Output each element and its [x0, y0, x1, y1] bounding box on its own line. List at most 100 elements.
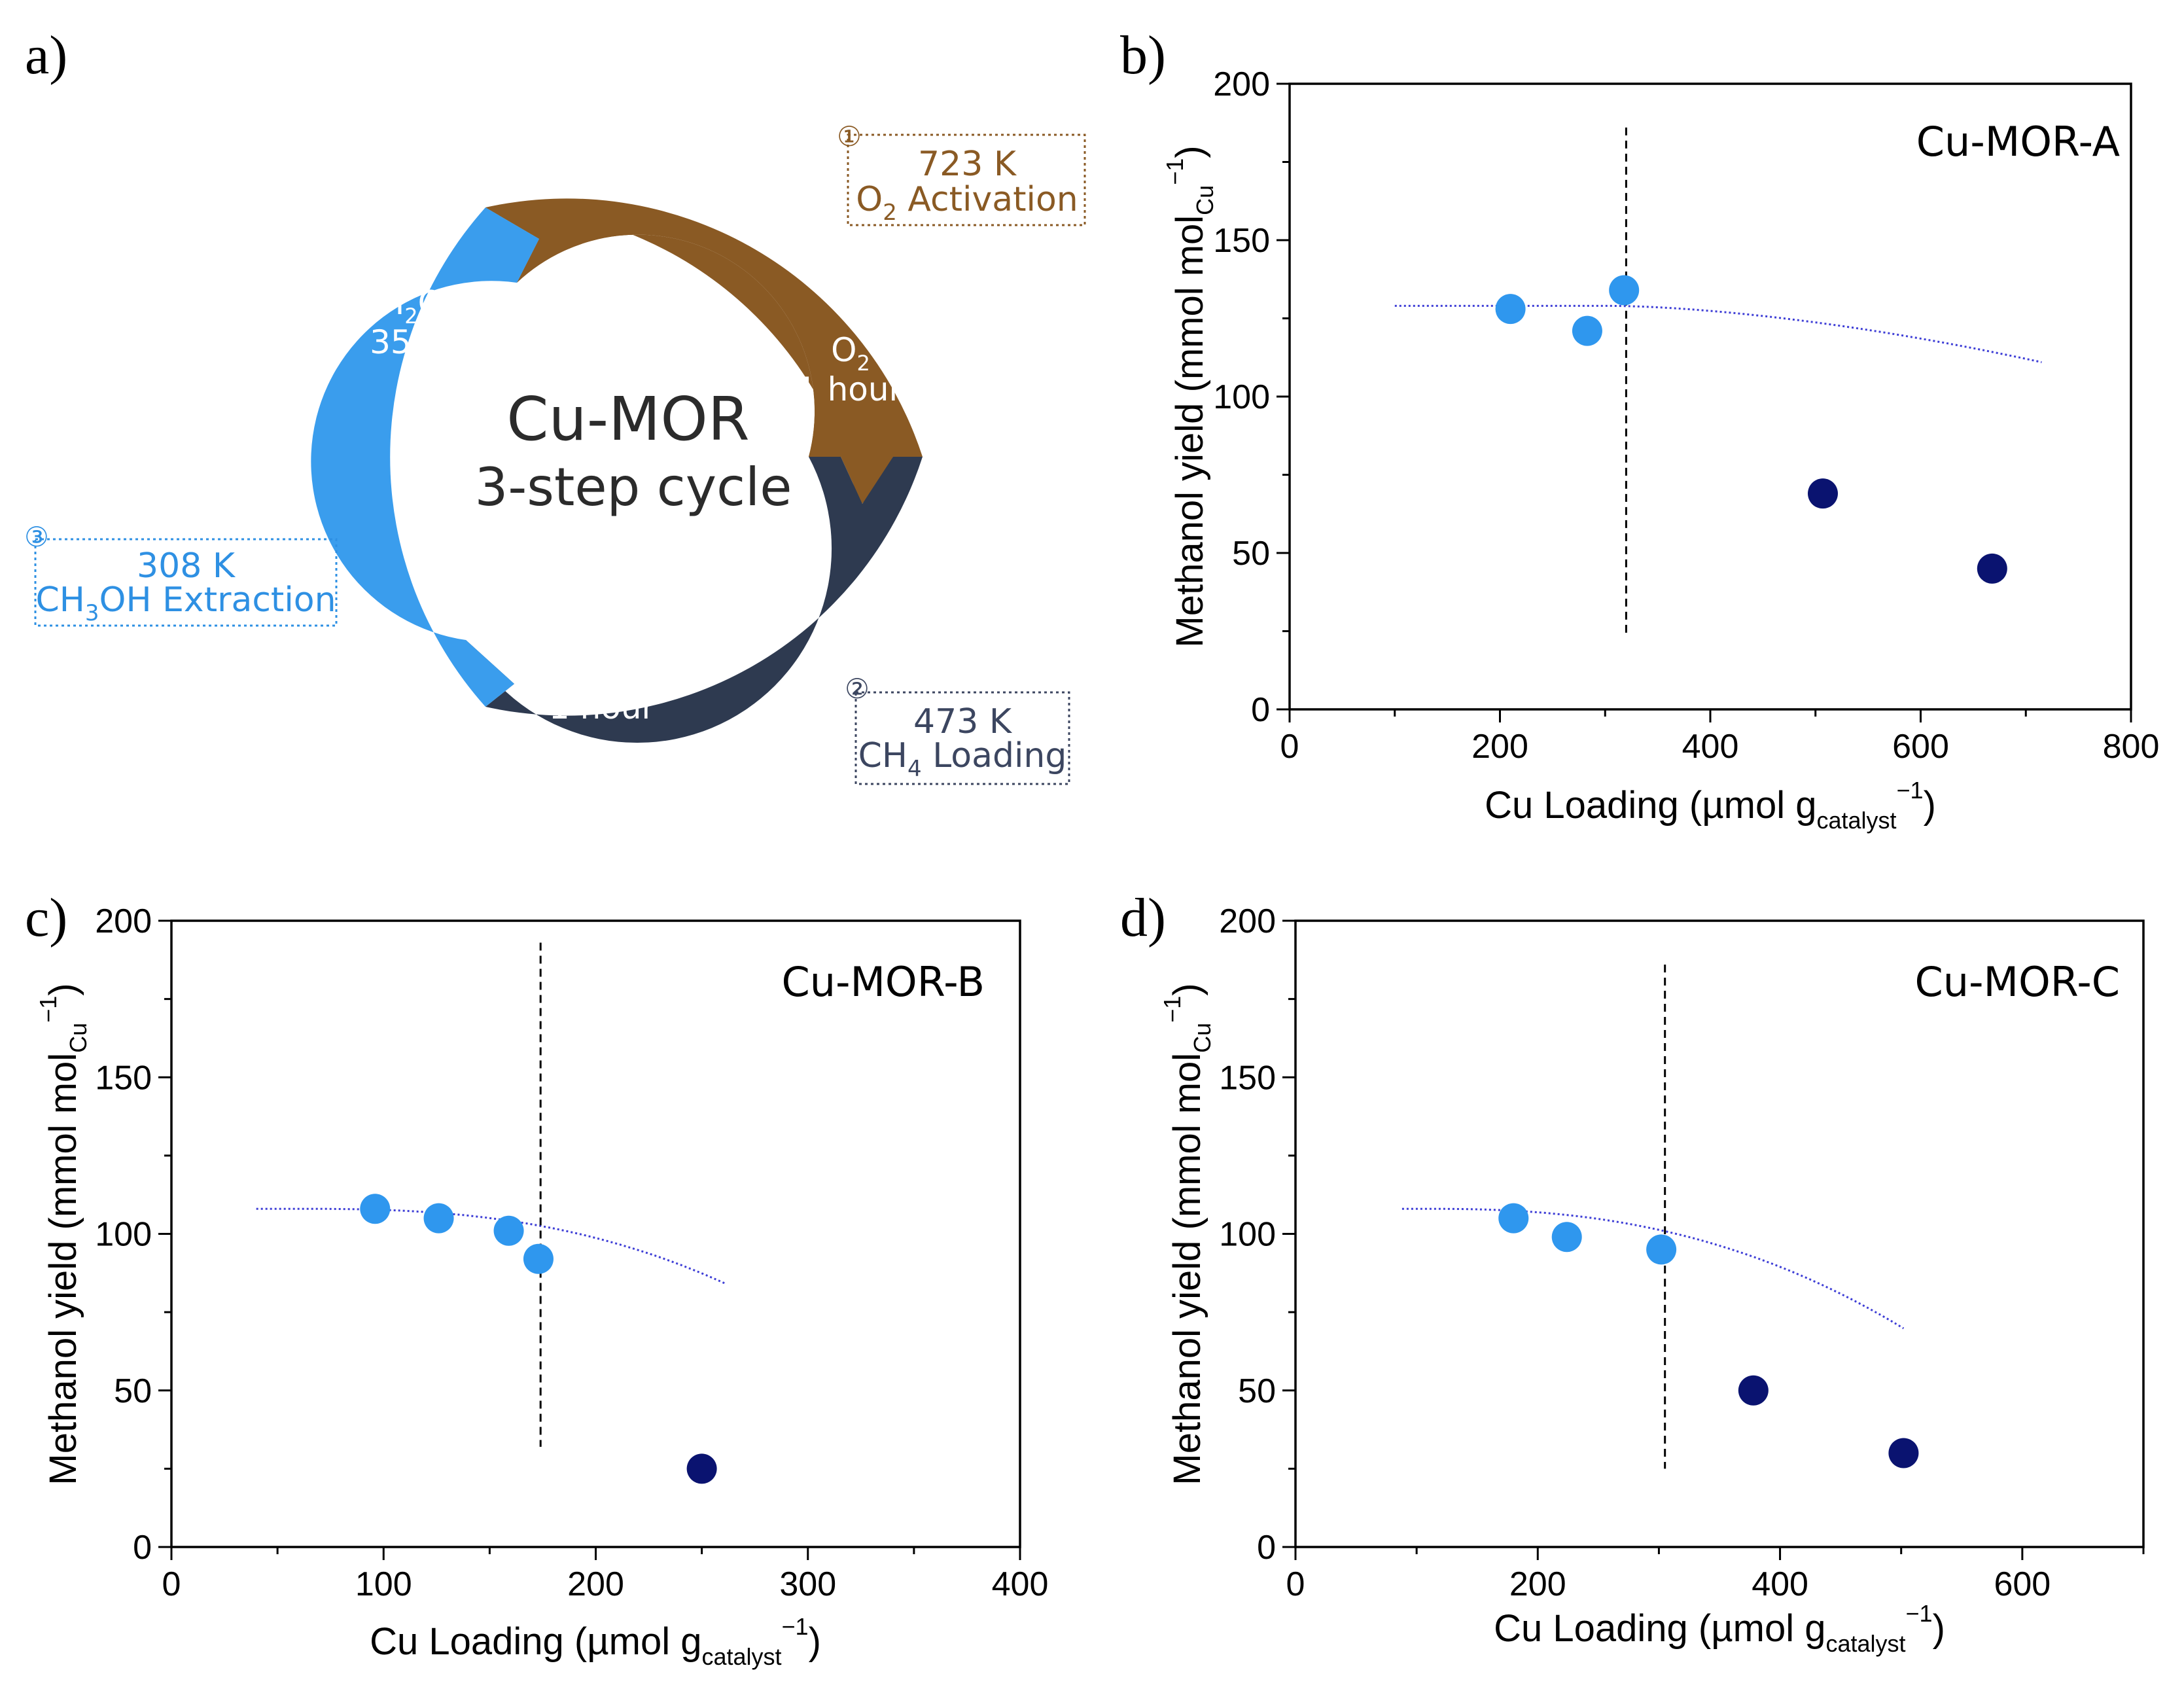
panel-label-c: c) — [25, 887, 67, 948]
data-point — [1498, 1203, 1529, 1234]
axis-ticks-c: 0 100 200 300 400 0 50 100 150 200 — [95, 902, 1048, 1603]
segment-label-o2: O2 — [831, 331, 870, 376]
y-tick-label: 50 — [1238, 1372, 1276, 1410]
chart-title-c: Cu-MOR-B — [781, 958, 985, 1006]
step3-number: ③ — [24, 521, 49, 553]
x-tick-label: 200 — [567, 1565, 624, 1603]
data-point — [1609, 275, 1640, 306]
data-point — [360, 1194, 391, 1224]
panel-a: a) Cu-MOR 3-step cycle O2 1 hour CH4 1 h… — [24, 25, 1086, 785]
y-tick-label: 0 — [1251, 691, 1270, 729]
cycle-title: Cu-MOR — [506, 384, 749, 454]
y-axis-label-b: Methanol yield (mmol molCu−1) — [1161, 145, 1218, 647]
chart-title-d: Cu-MOR-C — [1915, 958, 2120, 1006]
x-tick-label: 400 — [992, 1565, 1049, 1603]
step3-temperature: 308 K — [137, 546, 236, 586]
y-tick-label: 50 — [1232, 535, 1270, 573]
panel-label-a: a) — [25, 25, 67, 86]
data-point — [1646, 1234, 1677, 1265]
fit-curve-c — [256, 1207, 726, 1285]
data-point — [1738, 1375, 1769, 1406]
x-tick-label: 600 — [1994, 1565, 2051, 1603]
step3-box — [34, 538, 338, 627]
callout-step1: ① 723 K O2 Activation — [837, 120, 1086, 226]
y-tick-label: 0 — [1257, 1529, 1276, 1567]
data-point — [1551, 1222, 1582, 1253]
chart-title-b: Cu-MOR-A — [1916, 118, 2120, 166]
x-tick-label: 0 — [1280, 728, 1299, 766]
data-point — [1977, 553, 2007, 584]
y-tick-label: 200 — [1213, 65, 1270, 103]
ring-segment-h2o — [311, 207, 539, 707]
axis-ticks-b: 0 200 400 600 800 0 50 100 150 200 — [1213, 65, 2159, 766]
x-axis-label-b: Cu Loading (µmol gcatalyst−1) — [1485, 777, 1936, 834]
segment-label-ch4: CH4 — [575, 650, 636, 695]
axis-ticks-d: 0 200 400 600 0 50 100 150 200 — [1219, 902, 2145, 1603]
segment-time-o2: 1 hour — [796, 370, 903, 408]
step2-description: CH4 Loading — [858, 736, 1067, 782]
step1-number: ① — [837, 120, 862, 152]
y-tick-label: 150 — [1219, 1059, 1276, 1097]
y-tick-label: 100 — [1213, 378, 1270, 416]
plot-frame-c — [170, 919, 1021, 1548]
y-tick-label: 200 — [95, 902, 152, 940]
segment-time-h2o: 35 min — [370, 323, 484, 361]
y-tick-label: 200 — [1219, 902, 1276, 940]
y-axis-label-d: Methanol yield (mmol molCu−1) — [1159, 983, 1216, 1485]
data-point — [686, 1453, 717, 1484]
x-axis-label-c: Cu Loading (µmol gcatalyst−1) — [370, 1613, 821, 1670]
x-tick-label: 400 — [1752, 1565, 1808, 1603]
fit-curve-d — [1401, 1207, 1905, 1330]
data-point — [1808, 478, 1839, 509]
fit-curve — [1394, 304, 2042, 363]
x-tick-label: 600 — [1892, 728, 1949, 766]
y-tick-label: 100 — [1219, 1216, 1276, 1254]
y-tick-label: 100 — [95, 1216, 152, 1254]
x-axis-label-d: Cu Loading (µmol gcatalyst−1) — [1494, 1600, 1945, 1657]
plot-frame-d — [1294, 919, 2145, 1548]
x-tick-label: 0 — [1286, 1565, 1305, 1603]
step1-temperature: 723 K — [918, 145, 1017, 184]
step2-number: ② — [845, 673, 870, 705]
data-point — [423, 1203, 454, 1234]
panel-label-d: d) — [1120, 887, 1166, 948]
data-point — [1495, 294, 1526, 325]
x-tick-label: 800 — [2103, 728, 2160, 766]
ring-segment-o2-fill — [485, 198, 923, 504]
chart-panel-b: b) Cu-MOR-A 0 200 400 600 800 0 50 100 150 200 Cu… — [1120, 25, 2159, 834]
fit-curve-b — [1394, 304, 2042, 363]
callout-step2: ② 473 K CH4 Loading — [845, 673, 1070, 785]
data-point — [1572, 315, 1602, 346]
cycle-subtitle: 3-step cycle — [475, 457, 792, 518]
y-axis-label-c: Methanol yield (mmol molCu−1) — [35, 983, 92, 1485]
y-tick-label: 0 — [133, 1529, 152, 1567]
y-tick-label: 50 — [114, 1372, 152, 1410]
data-points-d — [1498, 1203, 1919, 1468]
x-tick-label: 200 — [1471, 728, 1528, 766]
y-tick-label: 150 — [1213, 222, 1270, 260]
callout-step3: ③ 308 K CH3OH Extraction — [24, 521, 338, 627]
x-tick-label: 200 — [1509, 1565, 1566, 1603]
data-points-b — [1495, 275, 2007, 584]
data-point — [493, 1215, 524, 1246]
step2-box — [854, 691, 1070, 785]
data-points-c — [360, 1194, 717, 1484]
step1-box — [847, 133, 1086, 226]
step1-description: O2 Activation — [856, 180, 1078, 226]
data-point — [523, 1243, 554, 1274]
chart-panel-d: d) Cu-MOR-C 0 200 400 600 0 50 100 150 200 Cu Lo… — [1120, 887, 2145, 1657]
segment-time-ch4: 1 hour — [549, 688, 656, 726]
y-tick-label: 150 — [95, 1059, 152, 1097]
x-tick-label: 400 — [1682, 728, 1739, 766]
panel-label-b: b) — [1120, 25, 1166, 86]
step3-description: CH3OH Extraction — [35, 580, 336, 626]
step2-temperature: 473 K — [913, 702, 1013, 741]
x-tick-label: 100 — [355, 1565, 412, 1603]
ring-segment-ch4 — [466, 457, 923, 743]
x-tick-label: 0 — [162, 1565, 181, 1603]
x-tick-label: 300 — [779, 1565, 836, 1603]
chart-panel-c: c) Cu-MOR-B 0 100 200 300 400 0 50 100 150 200 Cu… — [25, 887, 1048, 1670]
fit-curve — [1401, 1207, 1905, 1330]
plot-frame-b — [1288, 82, 2132, 711]
fit-curve — [256, 1207, 726, 1285]
